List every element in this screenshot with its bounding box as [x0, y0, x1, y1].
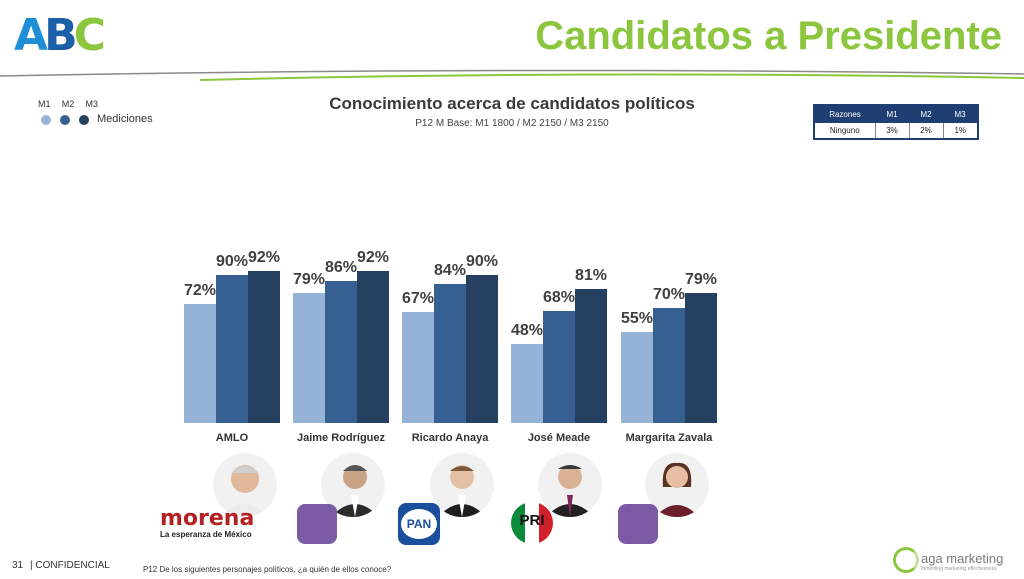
- footnote-question: P12 De los siguientes personajes polític…: [143, 565, 392, 574]
- category-label: Ricardo Anaya: [411, 432, 489, 444]
- legend-label: M1: [38, 99, 51, 109]
- table-header: M2: [909, 105, 943, 123]
- page-title: Candidatos a Presidente: [535, 14, 1002, 58]
- legend-dot-m3: [79, 115, 89, 125]
- bar-m2: [653, 307, 685, 423]
- bar-m2: [543, 310, 575, 423]
- pri-text: PRI: [519, 512, 545, 529]
- bar-value-label: 68%: [542, 288, 576, 306]
- bar-value-label: 90%: [465, 252, 499, 270]
- candidate-photo: [213, 453, 277, 517]
- chart-subtitle: P12 M Base: M1 1800 / M2 2150 / M3 2150: [415, 118, 609, 129]
- bar-m3: [248, 271, 280, 423]
- candidate-photo: [645, 453, 709, 517]
- aga-tagline: fomenting marketing effectiveness: [921, 566, 997, 572]
- table-cell: 1%: [954, 126, 967, 135]
- category-label: Jaime Rodríguez: [296, 432, 386, 444]
- bar-value-label: 92%: [356, 249, 390, 267]
- bar-m1: [621, 332, 653, 423]
- header-divider: [0, 69, 1024, 81]
- legend-dot-m1: [41, 115, 51, 125]
- morena-tagline: La esperanza de México: [160, 530, 252, 539]
- table-header: M1: [875, 105, 909, 123]
- aga-brand: aga marketing: [921, 551, 1004, 566]
- table-cell: 3%: [875, 123, 910, 139]
- legend-title: Mediciones: [97, 113, 153, 125]
- table-header: M3: [943, 105, 978, 123]
- bar-m1: [402, 312, 434, 423]
- bar-value-label: 84%: [433, 262, 467, 280]
- bar-value-label: 72%: [183, 282, 217, 300]
- logo-letter: B: [44, 10, 77, 61]
- bar-value-label: 48%: [510, 321, 544, 339]
- bar-m3: [685, 292, 717, 423]
- legend-dot-m2: [60, 115, 70, 125]
- table-cell: Ninguno: [814, 123, 876, 139]
- bar-value-label: 86%: [324, 259, 358, 277]
- bar-m1: [293, 292, 325, 423]
- pri-logo: PRI: [511, 502, 553, 544]
- razones-table: Razones M1 M2 M3 Ninguno 3% 2% 1%: [813, 104, 979, 140]
- chart-title: Conocimiento acerca de candidatos políti…: [329, 94, 695, 113]
- candidate-photo: [538, 453, 602, 517]
- pan-logo: PAN: [398, 503, 440, 545]
- category-label: José Meade: [527, 432, 591, 444]
- page-number: 31: [12, 560, 24, 571]
- table-row: Ninguno 3% 2% 1%: [814, 123, 978, 139]
- legend-label: M3: [85, 99, 98, 109]
- logo-letter: C: [73, 10, 106, 61]
- morena-logo: morena La esperanza de México: [160, 506, 255, 540]
- abc-logo: ABC: [14, 10, 106, 61]
- party-logo-placeholder: [297, 504, 337, 544]
- bar-m3: [466, 274, 498, 423]
- bar-m2: [434, 284, 466, 423]
- logo-letter: A: [14, 10, 48, 61]
- table-header: Razones: [814, 105, 875, 123]
- bar-m1: [511, 343, 543, 423]
- table-cell: 2%: [909, 123, 944, 139]
- bar-value-label: 90%: [215, 252, 249, 270]
- candidate-photo: [430, 453, 494, 517]
- bar-m2: [216, 274, 248, 423]
- aga-logo-icon: [893, 547, 919, 573]
- legend-labels: M1 M2 M3: [38, 99, 98, 109]
- category-label: AMLO: [215, 432, 249, 444]
- bar-m2: [325, 281, 357, 423]
- party-logo-placeholder: [618, 504, 658, 544]
- pan-text: PAN: [401, 509, 437, 539]
- bar-m1: [184, 304, 216, 423]
- bar-m3: [575, 289, 607, 423]
- legend-label: M2: [61, 99, 75, 109]
- morena-name: morena: [160, 506, 255, 531]
- bar-m3: [357, 271, 389, 423]
- confidential-label: | CONFIDENCIAL: [30, 560, 110, 571]
- bar-value-label: 70%: [652, 285, 686, 303]
- bar-value-label: 55%: [620, 310, 654, 328]
- bar-value-label: 67%: [401, 290, 435, 308]
- category-label: Margarita Zavala: [625, 432, 713, 444]
- bar-value-label: 79%: [684, 270, 718, 288]
- bar-value-label: 92%: [247, 249, 281, 267]
- bar-value-label: 81%: [574, 267, 608, 285]
- bar-value-label: 79%: [292, 270, 326, 288]
